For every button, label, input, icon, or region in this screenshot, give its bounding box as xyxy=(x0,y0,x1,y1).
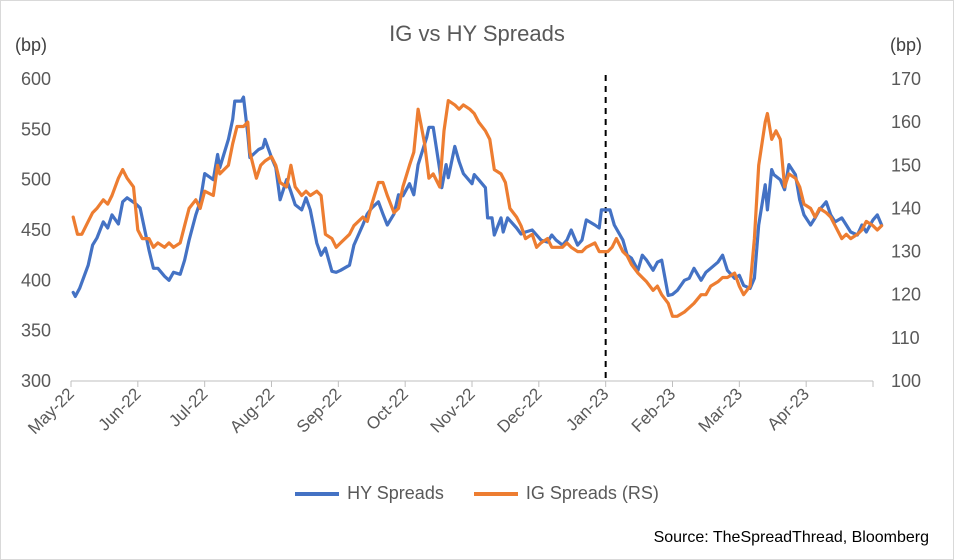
y-left-tick-label: 600 xyxy=(21,69,51,89)
y-right-tick-label: 160 xyxy=(891,112,921,132)
source-note: Source: TheSpreadThread, Bloomberg xyxy=(653,529,929,546)
y-left-tick-label: 300 xyxy=(21,371,51,391)
y-left-tick-label: 500 xyxy=(21,170,51,190)
right-axis-unit: (bp) xyxy=(890,35,923,55)
legend-item-ig: IG Spreads (RS) xyxy=(473,483,659,504)
legend-label-hy: HY Spreads xyxy=(347,483,444,503)
y-left-tick-label: 400 xyxy=(21,270,51,290)
x-tick-label: Apr-23 xyxy=(763,384,813,434)
legend-label-ig: IG Spreads (RS) xyxy=(525,483,659,503)
y-right-tick-label: 150 xyxy=(891,155,921,175)
x-tick-label: Aug-22 xyxy=(226,384,278,436)
legend-item-hy: HY Spreads xyxy=(295,483,444,504)
x-tick-label: Mar-23 xyxy=(695,384,747,436)
y-left-tick-label: 550 xyxy=(21,119,51,139)
x-tick-label: Nov-22 xyxy=(427,384,479,436)
legend-swatch-ig xyxy=(473,491,518,496)
chart-title: IG vs HY Spreads xyxy=(389,21,565,46)
line-chart: May-22 Jun-22 Jul-22 Aug-22 Sep-22 Oct-22 Nov-… xyxy=(21,69,921,438)
y-right-tick-label: 170 xyxy=(891,69,921,89)
x-tick-label: Oct-22 xyxy=(362,384,412,434)
x-tick-label: Feb-23 xyxy=(628,384,680,436)
left-axis-unit: (bp) xyxy=(15,35,48,55)
y-right-tick-label: 130 xyxy=(891,242,921,262)
y-right-tick-label: 120 xyxy=(891,285,921,305)
y-right-tick-label: 100 xyxy=(891,371,921,391)
x-tick-label: May-22 xyxy=(24,384,78,438)
y-right-tick-label: 140 xyxy=(891,198,921,218)
y-right-tick-label: 110 xyxy=(891,328,920,348)
legend-swatch-hy xyxy=(295,491,340,496)
ig-spreads-line xyxy=(71,98,884,318)
x-tick-label: Sep-22 xyxy=(293,384,345,436)
x-tick-label: Dec-22 xyxy=(493,384,545,436)
hy-spreads-line xyxy=(71,95,884,298)
y-left-tick-label: 450 xyxy=(21,220,51,240)
x-tick-label: Jun-22 xyxy=(94,384,144,434)
x-tick-label: Jul-22 xyxy=(165,384,211,430)
x-tick-label: Jan-23 xyxy=(562,384,612,434)
y-left-tick-label: 350 xyxy=(21,321,51,341)
legend: HY Spreads IG Spreads (RS) xyxy=(1,483,953,504)
